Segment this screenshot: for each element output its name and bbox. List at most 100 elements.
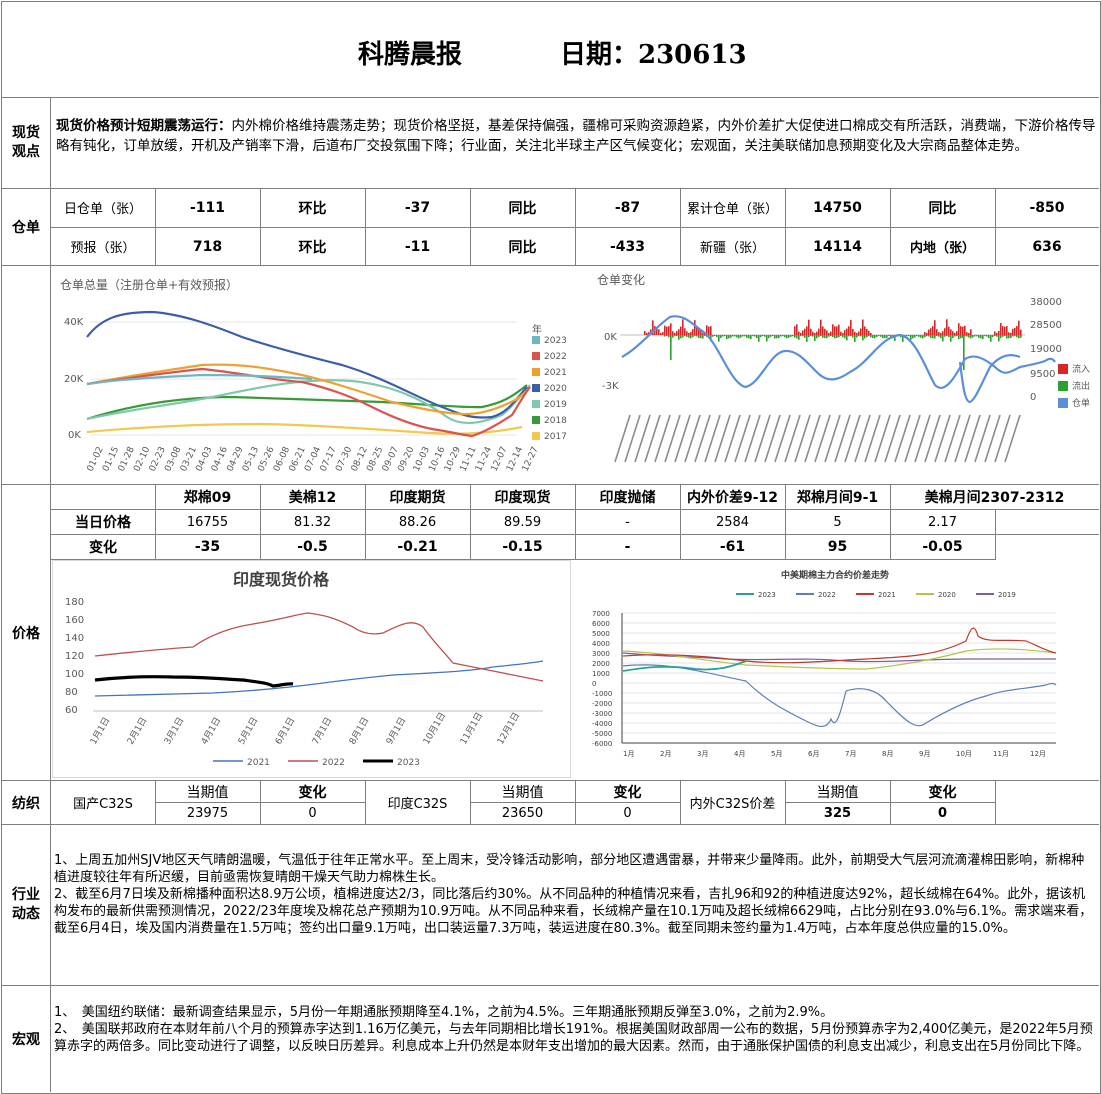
bar-outflow-34 [690,335,692,339]
bar-outflow-118 [858,335,860,337]
bar-outflow-197 [1016,335,1018,338]
bar-outflow-121 [864,335,866,339]
bar-inflow-119 [860,328,862,335]
bar-inflow-170 [962,326,964,335]
bar-outflow-170 [962,335,964,338]
bar-outflow-106 [834,335,836,339]
chart4-ytick-1: 6000 [592,620,610,628]
bar-outflow-134 [890,335,892,338]
yarn-current-header-0: 当期值 [186,784,229,801]
macro-text: 1、 美国纽约联储：最新调查结果显示，5月份一年期通胀预期降至4.1%，之前为4… [54,1004,1094,1055]
bar-outflow-155 [932,335,934,339]
chart4-xtick-0: 1月 [623,750,634,758]
warehouse-row1-cell-7: 14750 [813,199,862,216]
price-row-0-cell-0: 当日价格 [75,515,131,531]
chart2-right-tick-2: 19000 [1030,344,1062,355]
bar-outflow-31 [684,335,686,337]
bar-outflow-51 [724,335,726,337]
bar-outflow-192 [1006,335,1008,339]
bar-outflow-122 [866,335,868,338]
bar-outflow-39 [700,335,702,339]
bar-outflow-93 [808,335,810,338]
section-label-industry: 行业动态 [12,887,40,922]
chart2-xtick-mark-36 [974,414,991,463]
warehouse-row2-cell-8: 内地（张） [909,241,975,256]
bar-inflow-161 [944,328,946,335]
bar-inflow-37 [696,326,698,335]
bar-outflow-80 [782,335,784,337]
bar-outflow-70 [762,335,764,337]
bar-outflow-149 [920,335,922,338]
warehouse-row2-cell-9: 636 [1032,238,1062,255]
bar-inflow-39 [700,329,702,335]
chart4-ytick-13: -6000 [592,740,612,748]
chart3-ytick-6: 60 [65,705,78,716]
chart2-xtick-mark-34 [954,414,971,463]
bar-outflow-132 [886,335,888,338]
bar-outflow-126 [874,335,876,339]
bar-outflow-49 [720,335,722,338]
chart2-xtick-mark-8 [694,414,711,463]
bar-outflow-100 [822,335,824,338]
chart4-legend-label-3: 2020 [938,591,956,599]
bar-outflow-166 [954,335,956,337]
bar-outflow-73 [768,335,770,339]
bar-outflow-179 [980,335,982,339]
chart3-legend-label-2: 2023 [397,758,420,768]
bar-outflow-129 [880,335,882,337]
chart2-legend-label-2: 仓单 [1072,397,1090,409]
bar-inflow-114 [850,319,852,335]
warehouse-row1-cell-4: 同比 [508,200,537,217]
warehouse-row1-cell-5: -87 [614,199,641,216]
chart4-xtick-11: 12月 [1030,750,1046,758]
section-label-price: 价格 [12,625,40,642]
bar-inflow-25 [672,331,674,335]
bar-outflow-62 [746,335,748,338]
bar-inflow-122 [866,328,868,335]
bar-outflow-156 [934,335,936,339]
chart2-xtick-mark-15 [764,414,781,463]
chart2-title: 仓单变化 [597,272,645,287]
bar-outflow-142 [906,335,908,337]
bar-outflow-60 [742,335,744,337]
chart2-xtick-mark-0 [614,414,631,463]
chart4-ytick-10: -3000 [592,710,612,718]
bar-outflow-57 [736,335,738,338]
bar-outflow-128 [878,335,880,337]
bar-inflow-29 [680,326,682,335]
chart3-xtick-7: 8月1日 [347,715,371,746]
chart2-right-tick-0: 38000 [1030,297,1062,308]
bar-outflow-165 [952,335,954,338]
macro-item-1: 1、 美国纽约联储：最新调查结果显示，5月份一年期通胀预期降至4.1%，之前为4… [54,1005,834,1020]
bar-inflow-90 [802,330,804,335]
bar-outflow-187 [996,335,998,337]
bar-inflow-169 [960,326,962,335]
bar-outflow-145 [912,335,914,339]
series-cangdan-line [621,315,1056,389]
bar-outflow-spike-2 [963,335,965,370]
bar-inflow-12 [646,332,648,335]
spot-view-text: 现货价格预计短期震荡运行：内外棉价格维持震荡走势；现货价格坚挺，基差保持偏强，疆… [56,116,1096,156]
bar-outflow-82 [786,335,788,339]
price-row-0-cell-8: 2.17 [928,514,957,530]
warehouse-total-chart: 仓单总量（注册仓单+有效预报） 40K 20K 0K 01-0201-1501-… [60,277,567,473]
bar-inflow-20 [662,332,664,335]
chart1-legend-title: 年 [532,323,542,336]
chart1-ytick-1: 20K [64,374,84,385]
bar-outflow-133 [888,335,890,337]
chart2-xtick-mark-2 [634,414,651,463]
chart4-legend-label-4: 2019 [998,591,1016,599]
bar-outflow-38 [698,335,700,338]
bar-inflow-93 [808,319,810,335]
chart2-xtick-mark-5 [664,414,681,463]
chart4-legend-label-1: 2022 [818,591,836,599]
bar-outflow-47 [716,335,718,338]
bar-inflow-198 [1018,320,1020,335]
chart2-xtick-mark-19 [804,414,821,463]
chart3-xtick-6: 7月1日 [310,715,334,746]
bar-inflow-154 [930,328,932,335]
bar-inflow-191 [1004,326,1006,335]
price-header-1: 郑棉09 [183,490,232,506]
bar-outflow-157 [936,335,938,337]
chart4-xtick-4: 5月 [771,750,782,758]
